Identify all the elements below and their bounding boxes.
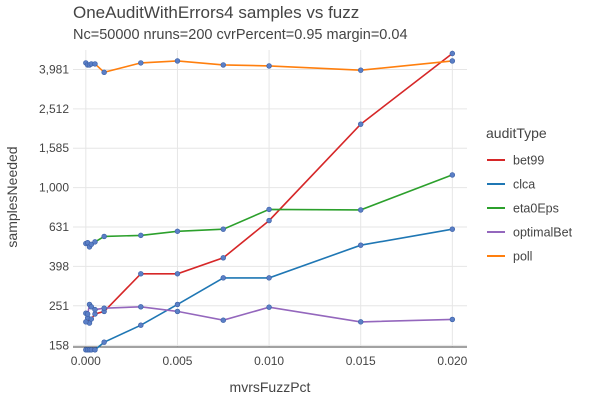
data-point-optimalbet xyxy=(83,319,89,325)
data-point-poll xyxy=(174,58,181,64)
legend-items: bet99 clca eta0Eps optimalBet poll xyxy=(487,154,573,264)
data-point-optimalbet xyxy=(358,319,364,325)
data-point-eta0eps xyxy=(92,239,98,245)
data-point-bet99 xyxy=(88,316,95,322)
series-layer xyxy=(83,50,456,353)
x-axis-title: mvrsFuzzPct xyxy=(230,379,311,395)
data-point-eta0eps xyxy=(220,226,226,232)
y-tick-label: 251 xyxy=(49,299,69,313)
y-tick-label: 2,512 xyxy=(39,102,69,116)
x-tick-label: 0.000 xyxy=(71,354,101,368)
data-point-optimalbet xyxy=(84,311,91,317)
data-point-optimalbet xyxy=(92,306,98,313)
data-point-eta0eps xyxy=(449,172,456,178)
legend-title: auditType xyxy=(486,125,547,141)
data-point-clca xyxy=(220,275,226,281)
x-tick-label: 0.010 xyxy=(254,354,284,368)
data-point-optimalbet xyxy=(449,316,456,323)
data-point-clca xyxy=(358,242,364,248)
x-tick-label: 0.020 xyxy=(437,354,467,368)
x-tick-label: 0.005 xyxy=(162,354,192,368)
data-point-poll xyxy=(138,60,144,66)
legend: auditType bet99 clca eta0Eps optimalBet poll xyxy=(486,125,573,264)
data-point-clca xyxy=(449,226,456,232)
legend-label: poll xyxy=(513,250,532,264)
y-tick-label: 1,585 xyxy=(39,141,69,155)
data-point-poll xyxy=(220,62,226,68)
data-point-poll xyxy=(358,67,364,73)
data-point-optimalbet xyxy=(138,304,144,310)
y-tick-label: 398 xyxy=(49,259,69,273)
data-point-optimalbet xyxy=(88,304,95,310)
data-point-bet99 xyxy=(138,271,144,277)
grid-layer xyxy=(73,50,467,347)
data-point-eta0eps xyxy=(266,206,272,213)
axis-layer: 0.000 0.005 0.010 0.015 0.020 158 251 398 631 1,0… xyxy=(39,62,468,368)
data-point-poll xyxy=(92,61,98,67)
data-point-clca xyxy=(266,275,272,281)
data-point-bet99 xyxy=(174,271,181,277)
data-point-optimalbet xyxy=(220,317,226,323)
legend-label: bet99 xyxy=(513,154,544,168)
data-point-eta0eps xyxy=(174,228,181,234)
data-point-poll xyxy=(101,69,107,76)
y-axis-title: samplesNeeded xyxy=(4,146,20,247)
data-point-clca xyxy=(138,322,144,328)
y-tick-label: 158 xyxy=(49,338,69,352)
data-point-bet99 xyxy=(358,121,364,127)
data-point-bet99 xyxy=(220,255,226,261)
y-tick-label: 631 xyxy=(49,220,69,234)
data-point-eta0eps xyxy=(101,233,107,240)
chart-subtitle: Nc=50000 nruns=200 cvrPercent=0.95 margi… xyxy=(73,27,408,43)
data-point-optimalbet xyxy=(101,305,107,311)
data-point-eta0eps xyxy=(138,232,144,239)
data-point-clca xyxy=(174,301,181,308)
data-point-bet99 xyxy=(449,50,456,57)
data-point-optimalbet xyxy=(174,308,181,315)
legend-label: optimalBet xyxy=(513,226,573,240)
data-point-poll xyxy=(449,58,456,64)
x-tick-label: 0.015 xyxy=(346,354,376,368)
legend-label: eta0Eps xyxy=(513,202,559,216)
data-point-eta0eps xyxy=(88,241,95,248)
legend-label: clca xyxy=(513,178,535,192)
chart-title: OneAuditWithErrors4 samples vs fuzz xyxy=(73,3,359,22)
data-point-clca xyxy=(92,347,98,353)
data-point-poll xyxy=(266,63,272,69)
y-tick-label: 3,981 xyxy=(39,62,69,76)
y-tick-label: 1,000 xyxy=(39,181,69,195)
data-point-eta0eps xyxy=(358,207,364,213)
data-point-optimalbet xyxy=(266,304,272,310)
data-point-clca xyxy=(101,339,107,345)
data-point-bet99 xyxy=(92,311,98,317)
data-point-bet99 xyxy=(266,217,272,224)
